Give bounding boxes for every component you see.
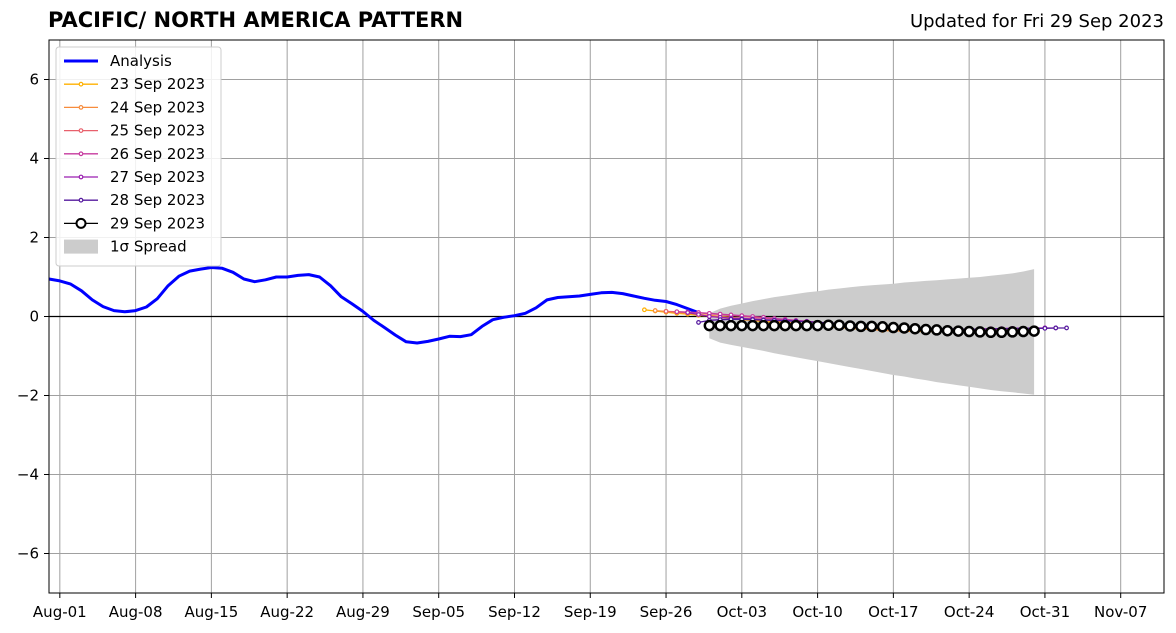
x-tick-label: Sep-19 [564, 603, 617, 621]
forecast-point [1006, 326, 1019, 338]
forecast-point [941, 324, 954, 337]
forecast-point [663, 308, 669, 314]
forecast-point [757, 319, 770, 332]
forecast-series [703, 319, 1040, 339]
forecast-point [811, 319, 824, 332]
forecast-point [1042, 325, 1048, 331]
x-tick-label: Aug-01 [33, 603, 87, 621]
x-axis-ticks: Aug-01 Aug-08 Aug-15 Aug-22 Aug-29 Sep-05 Sep-… [33, 593, 1147, 621]
x-tick-label: Oct-31 [1020, 603, 1070, 621]
legend-swatch-spread [64, 239, 98, 254]
legend-label-forecast: 26 Sep 2023 [110, 145, 205, 163]
forecast-point [790, 319, 802, 332]
forecast-point [844, 320, 856, 332]
legend-marker-forecast [78, 104, 84, 110]
x-tick-label: Oct-24 [944, 603, 994, 621]
forecast-point [706, 314, 712, 319]
legend-label-forecast: 24 Sep 2023 [110, 98, 205, 116]
plot-frame [48, 39, 1165, 594]
legend-label-forecast: 27 Sep 2023 [110, 168, 205, 186]
x-tick-label: Aug-08 [109, 603, 163, 621]
legend-label-forecast: 28 Sep 2023 [110, 191, 205, 209]
forecast-point [696, 320, 701, 325]
y-tick-label: −4 [17, 466, 39, 484]
legend-box [55, 46, 222, 267]
forecast-point [865, 320, 878, 333]
forecast-point [746, 319, 759, 332]
forecast-point [1064, 325, 1069, 331]
y-axis-ticks: −6 −4 −2 0 2 4 6 [17, 71, 49, 563]
forecast-point [1053, 325, 1059, 331]
forecast-point [725, 319, 737, 332]
x-tick-label: Oct-03 [717, 603, 767, 621]
forecast-point [1017, 325, 1030, 338]
forecast-point [887, 321, 900, 334]
y-tick-label: 2 [29, 229, 39, 247]
chart-updated-date: Updated for Fri 29 Sep 2023 [909, 11, 1164, 32]
chart-title: PACIFIC/ NORTH AMERICA PATTERN [48, 8, 464, 32]
x-tick-label: Sep-12 [488, 603, 541, 621]
x-tick-label: Oct-10 [792, 603, 842, 621]
forecast-point [736, 319, 748, 332]
forecast-point [930, 324, 943, 336]
forecast-point [995, 326, 1008, 339]
forecast-point [920, 323, 932, 336]
forecast-point [1028, 325, 1040, 337]
y-tick-label: −6 [17, 545, 39, 563]
forecast-point [652, 308, 658, 313]
legend-label-spread: 1σ Spread [110, 238, 187, 256]
forecast-point [696, 312, 701, 317]
forecast-point [779, 319, 791, 332]
analysis-series-group [48, 266, 700, 345]
forecast-point [876, 321, 889, 333]
legend-marker-forecast [78, 128, 84, 134]
forecast-point [768, 319, 781, 332]
forecast-point [974, 326, 986, 338]
x-tick-label: Aug-29 [336, 603, 390, 621]
forecast-point [855, 320, 867, 333]
x-tick-label: Aug-15 [184, 603, 238, 621]
forecast-point [909, 322, 921, 335]
forecast-point [822, 319, 835, 331]
forecast-point [685, 310, 691, 315]
legend-label-forecast: 29 Sep 2023 [110, 214, 205, 232]
forecast-point [952, 325, 965, 337]
y-tick-label: 6 [29, 71, 39, 89]
forecast-series-group [641, 307, 1069, 339]
y-tick-label: 4 [29, 150, 39, 168]
forecast-point [898, 322, 910, 334]
forecast-point [674, 309, 680, 315]
legend-marker-forecast [78, 81, 84, 87]
legend-marker-forecast [78, 197, 84, 203]
forecast-point [703, 319, 716, 332]
legend: Analysis 23 Sep 2023 24 Sep 2023 25 Sep 202… [55, 46, 222, 267]
legend-label-analysis: Analysis [110, 52, 172, 70]
legend-label-forecast: 25 Sep 2023 [110, 122, 205, 140]
legend-marker-forecast [78, 151, 84, 157]
x-tick-label: Sep-26 [640, 603, 693, 621]
forecast-point [985, 326, 997, 339]
legend-marker-forecast [75, 217, 87, 229]
forecast-point [641, 307, 647, 313]
x-tick-label: Aug-22 [260, 603, 314, 621]
forecast-point [714, 319, 726, 332]
legend-label-forecast: 23 Sep 2023 [110, 75, 205, 93]
legend-marker-forecast [78, 174, 84, 180]
analysis-line [48, 266, 700, 345]
x-tick-label: Nov-07 [1094, 603, 1147, 621]
x-tick-label: Sep-05 [412, 603, 465, 621]
forecast-point [833, 319, 845, 331]
y-tick-label: 0 [29, 308, 39, 326]
x-tick-label: Oct-17 [868, 603, 918, 621]
y-tick-label: −2 [17, 387, 39, 405]
forecast-point [963, 325, 975, 338]
forecast-point [801, 319, 813, 332]
